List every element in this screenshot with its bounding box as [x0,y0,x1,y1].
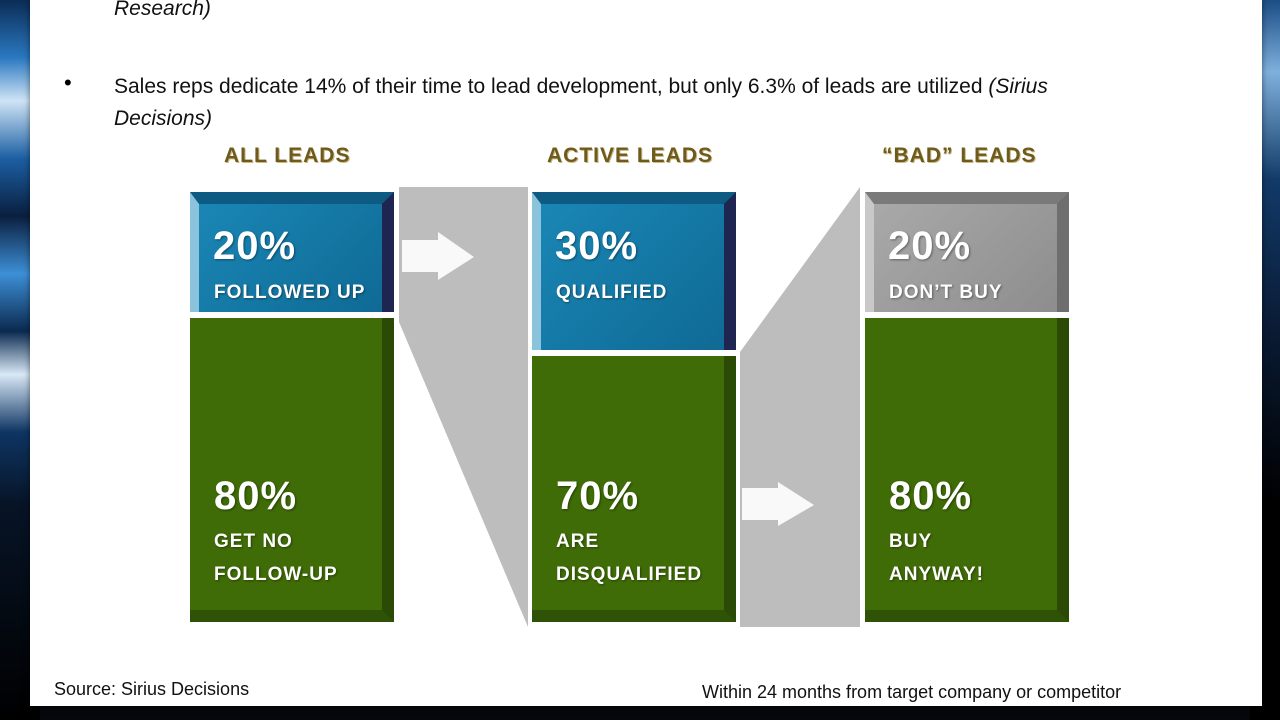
pct: 80% [889,474,973,518]
segment-disqualified: 70% ARE DISQUALIFIED [532,356,736,622]
previous-citation: Research) [114,0,211,20]
bullet-body: Sales reps dedicate 14% of their time to… [114,75,989,98]
bullet-citation: (Sirius [988,75,1048,98]
pct: 30% [555,224,639,268]
label: ANYWAY! [889,564,984,585]
pct: 70% [556,474,640,518]
label: DISQUALIFIED [556,564,703,585]
segment-qualified: 30% QUALIFIED [532,192,736,350]
pct: 80% [214,474,298,518]
segment-no-follow-up: 80% GET NO FOLLOW-UP [190,318,394,622]
connectors [399,187,860,627]
bullet-text: Sales reps dedicate 14% of their time to… [114,71,1194,135]
label: QUALIFIED [556,282,668,303]
label: DON’T BUY [889,282,1003,303]
connector-1 [399,187,528,627]
connector-2 [740,187,860,627]
segment-dont-buy: 20% DON’T BUY [865,192,1069,312]
arrow-icon [742,482,814,526]
pct: 20% [888,224,972,268]
arrow-icon [402,232,474,280]
bullet-icon: • [64,70,72,95]
label: BUY [889,531,933,552]
segment-buy-anyway: 80% BUY ANYWAY! [865,318,1069,622]
header-all-leads: ALL LEADS [224,144,351,167]
bullet-citation-cont: Decisions) [114,107,213,130]
label: FOLLOW-UP [214,564,338,585]
footnote: Within 24 months from target company or … [702,682,1122,702]
label: FOLLOWED UP [214,282,366,303]
source-note: Source: Sirius Decisions [54,679,250,699]
slide: Research) • Sales reps dedicate 14% of t… [30,0,1262,706]
label: ARE [556,531,600,552]
pct: 20% [213,224,297,268]
header-bad-leads: “BAD” LEADS [882,144,1037,167]
header-active-leads: ACTIVE LEADS [547,144,714,167]
label: GET NO [214,531,293,552]
segment-followed-up: 20% FOLLOWED UP [190,192,394,312]
